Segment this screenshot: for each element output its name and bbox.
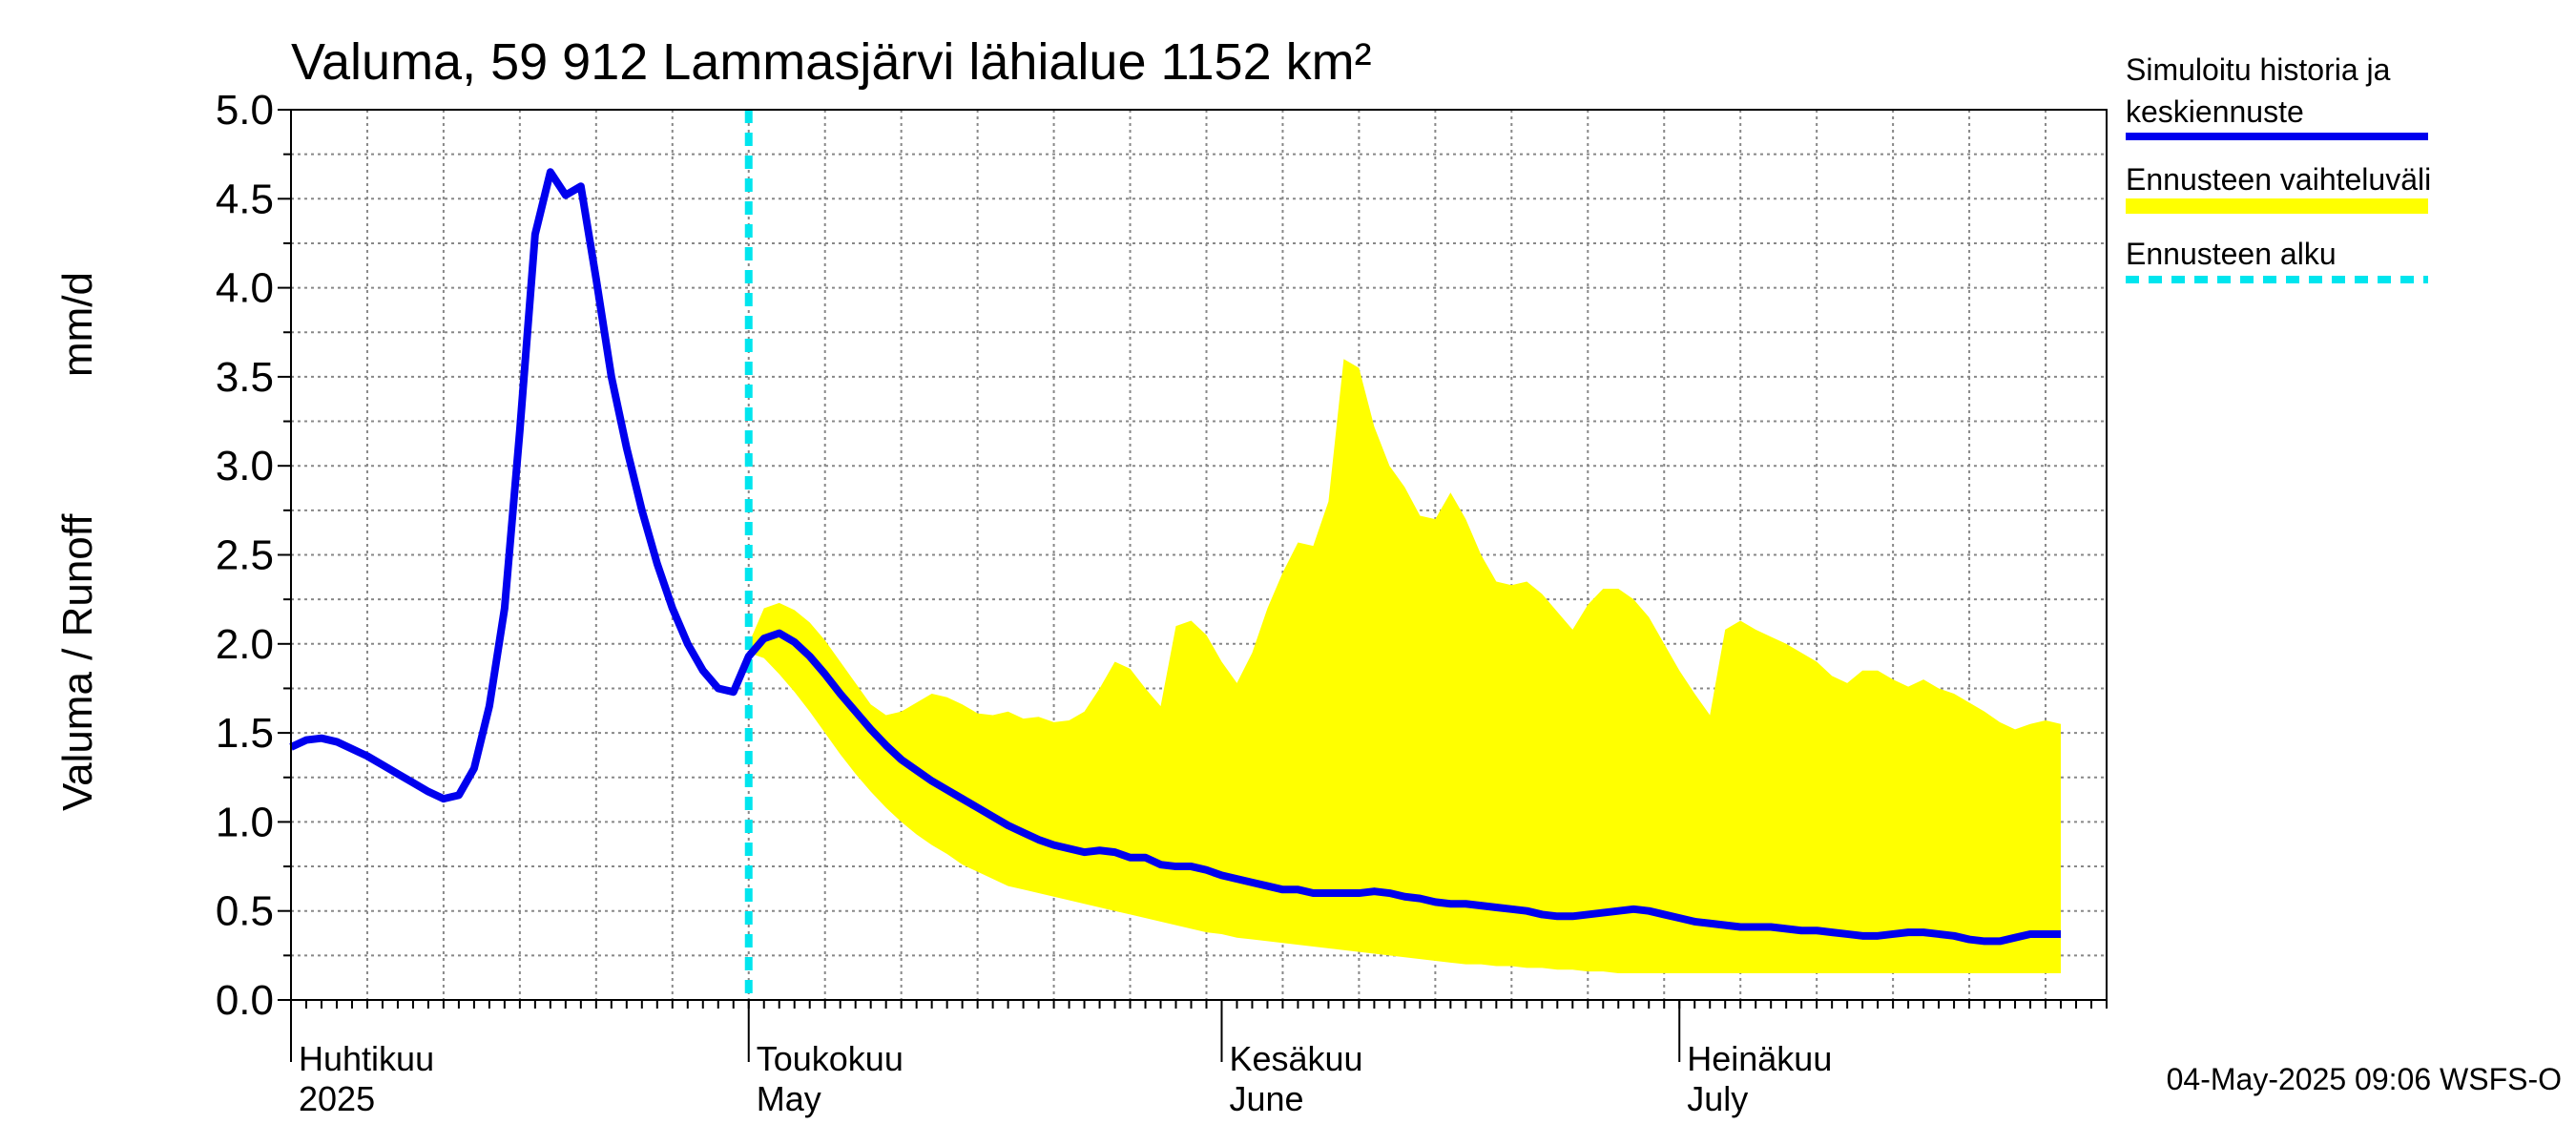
legend-label-line2: keskiennuste <box>2126 94 2304 129</box>
y-tick-label: 5.0 <box>216 87 274 134</box>
y-tick-label: 3.0 <box>216 443 274 489</box>
legend-label: Ennusteen alku <box>2126 237 2337 271</box>
y-tick-label: 2.0 <box>216 621 274 668</box>
median-line <box>289 168 2062 946</box>
forecast-band <box>748 359 2062 974</box>
y-tick-label: 4.5 <box>216 176 274 222</box>
axes <box>278 109 2108 1062</box>
y-axis-unit: mm/d <box>54 272 101 377</box>
chart-title: Valuma, 59 912 Lammasjärvi lähialue 1152… <box>291 33 1372 91</box>
month-label-sub: June <box>1229 1079 1303 1118</box>
month-label: Huhtikuu <box>299 1039 434 1078</box>
forecast-range-area <box>748 359 2062 974</box>
y-tick-label: 0.5 <box>216 888 274 935</box>
legend: Simuloitu historia ja keskiennuste Ennuste… <box>2126 52 2431 283</box>
y-tick-label: 4.0 <box>216 265 274 312</box>
month-label: Kesäkuu <box>1229 1039 1362 1078</box>
y-tick-label: 1.0 <box>216 799 274 845</box>
series-lines <box>289 110 2062 1000</box>
y-tick-label: 2.5 <box>216 532 274 579</box>
month-label-sub: 2025 <box>299 1079 375 1118</box>
y-tick-label: 1.5 <box>216 710 274 757</box>
month-label-sub: May <box>757 1079 821 1118</box>
footer-timestamp: 04-May-2025 09:06 WSFS-O <box>2167 1062 2562 1096</box>
month-label-sub: July <box>1687 1079 1748 1118</box>
y-tick-label: 3.5 <box>216 354 274 401</box>
y-axis-label: Valuma / Runoff <box>54 513 101 811</box>
legend-label: Ennusteen vaihteluväli <box>2126 162 2431 197</box>
y-tick-label: 0.0 <box>216 977 274 1024</box>
month-label: Toukokuu <box>757 1039 904 1078</box>
month-label: Heinäkuu <box>1687 1039 1832 1078</box>
y-tick-labels: 0.0 0.5 1.0 1.5 2.0 2.5 3.0 3.5 4.0 4.5 5.0 <box>216 87 274 1024</box>
legend-label: Simuloitu historia ja <box>2126 52 2391 87</box>
